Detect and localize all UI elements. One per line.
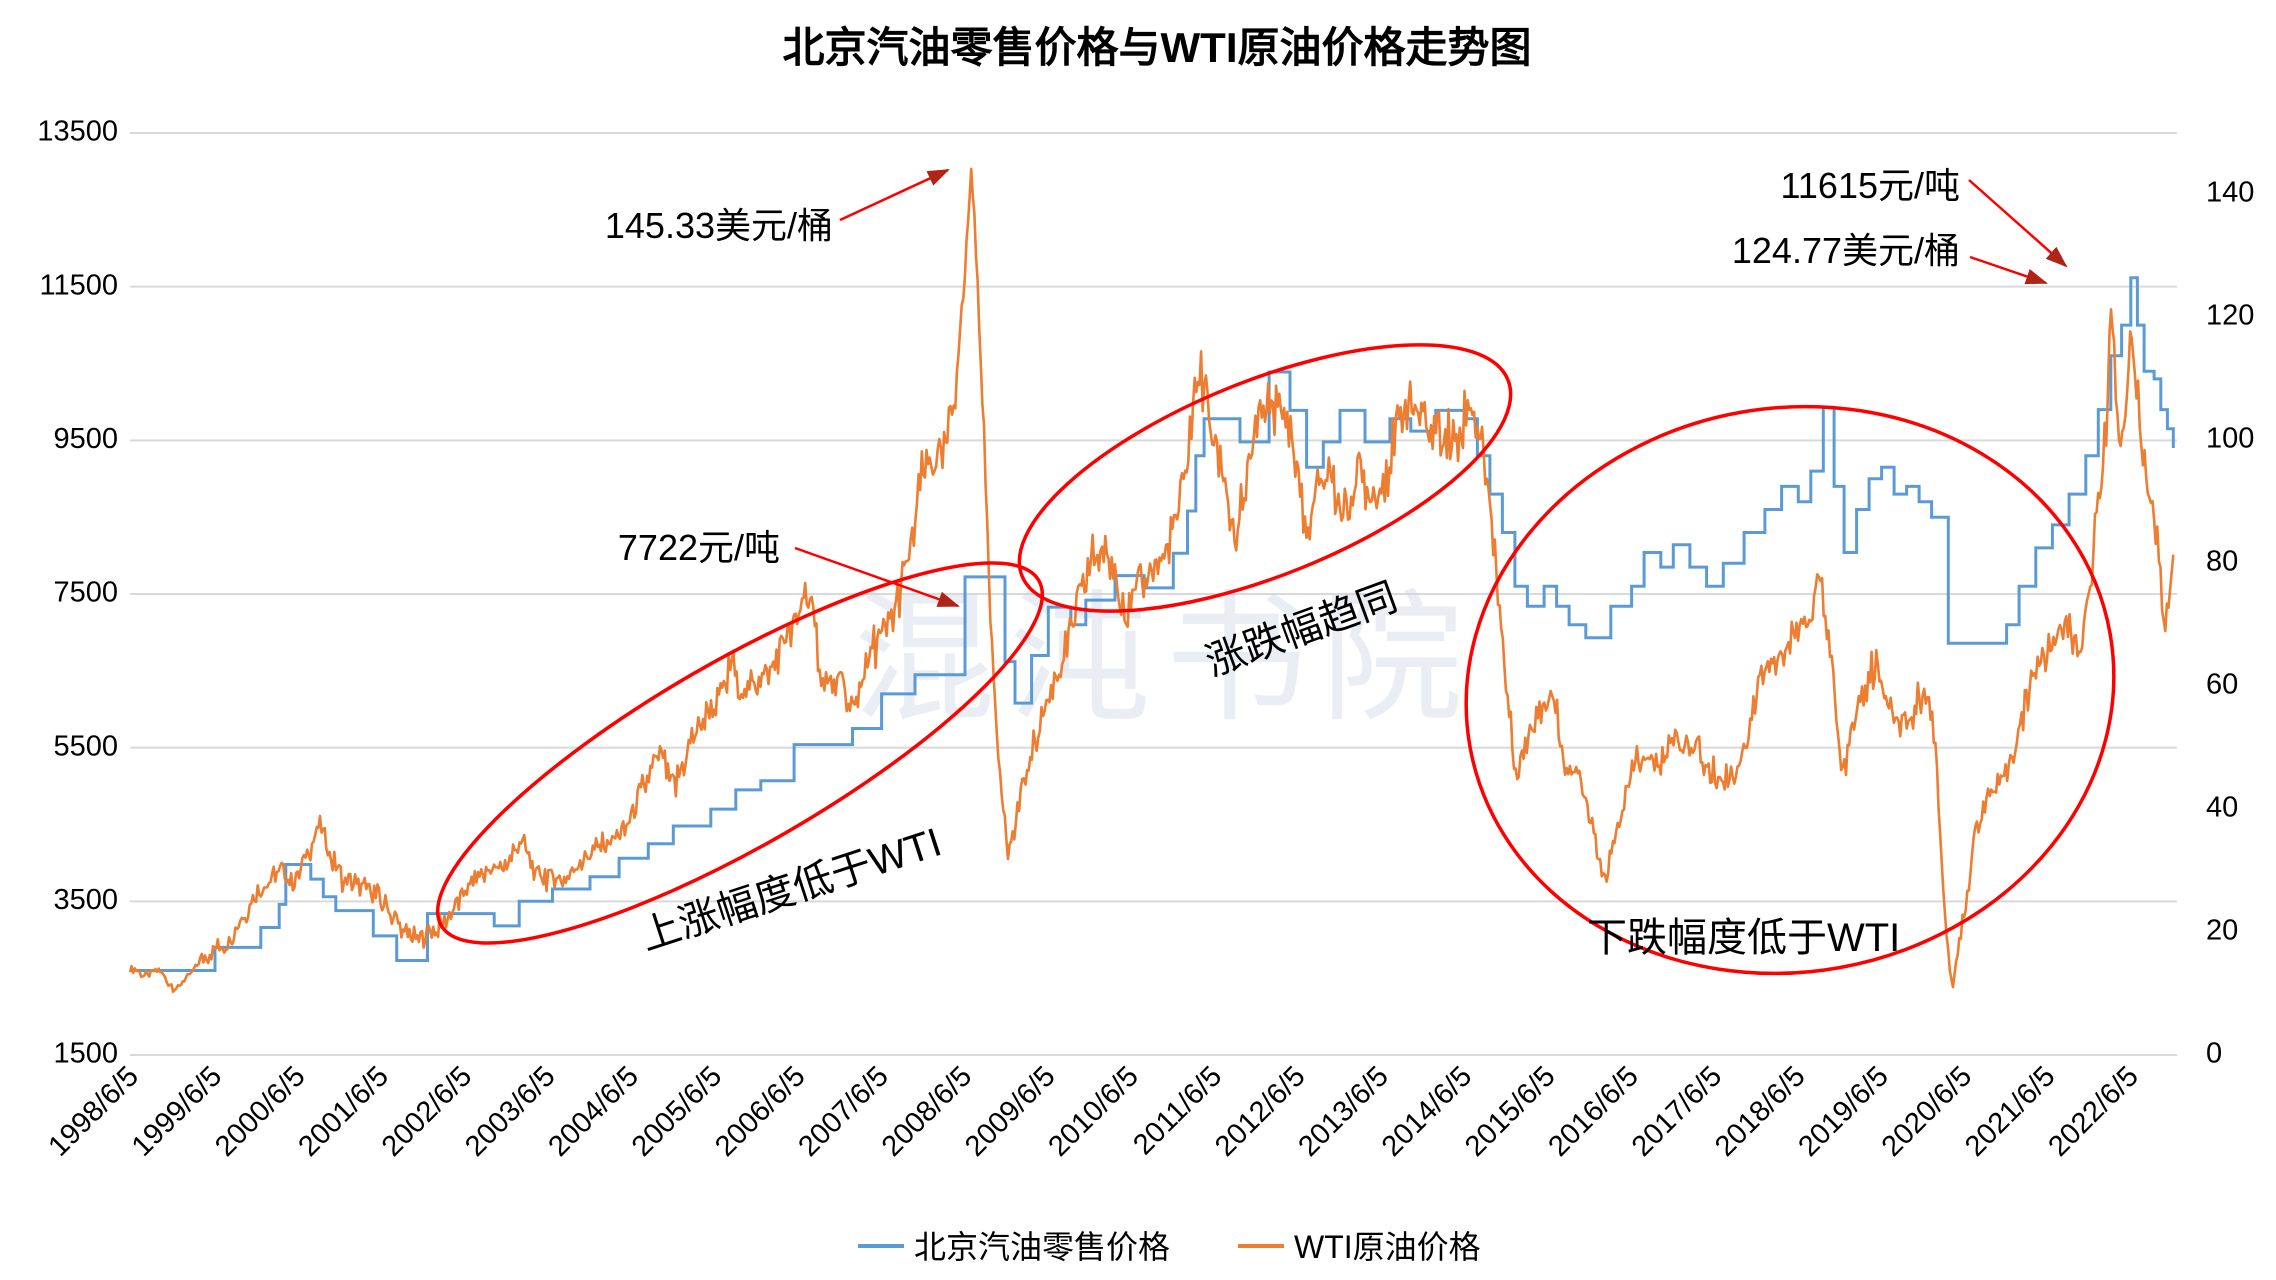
x-tick-label: 2012/6/5 (1209, 1060, 1311, 1162)
chart-title: 北京汽油零售价格与WTI原油价格走势图 (783, 24, 1532, 71)
y-right-tick-label: 120 (2206, 300, 2254, 332)
y-right-tick-label: 60 (2206, 669, 2238, 701)
legend: 北京汽油零售价格 WTI原油价格 (858, 1229, 1481, 1265)
x-tick-label: 2001/6/5 (292, 1060, 394, 1162)
y-left-tick-label: 11500 (40, 269, 119, 301)
y-right-tick-label: 0 (2206, 1038, 2222, 1070)
note-rise-less-than-wti: 上涨幅度低于WTI (635, 820, 947, 959)
wti-2022-peak-label: 124.77美元/桶 (1732, 230, 1960, 271)
annotation-overlays (435, 168, 2116, 976)
x-tick-label: 2022/6/5 (2042, 1060, 2144, 1162)
annotation-texts: 145.33美元/桶 7722元/吨 11615元/吨 124.77美元/桶上涨幅度低… (605, 165, 1960, 960)
arrow-to-gasoline-2008-peak (794, 546, 960, 608)
y-left-tick-label: 5500 (53, 730, 118, 762)
x-tick-label: 2003/6/5 (459, 1060, 561, 1162)
x-tick-label: 2019/6/5 (1792, 1060, 1894, 1162)
x-tick-label: 2009/6/5 (959, 1060, 1061, 1162)
x-tick-label: 2004/6/5 (542, 1060, 644, 1162)
ellipse-plateau-2009-2014 (1017, 343, 1513, 613)
gasoline-2022-peak-label: 11615元/吨 (1781, 165, 1960, 206)
x-tick-label: 2013/6/5 (1292, 1060, 1394, 1162)
x-tick-label: 1999/6/5 (126, 1060, 228, 1162)
legend-label-wti: WTI原油价格 (1294, 1229, 1481, 1265)
x-tick-label: 2015/6/5 (1459, 1060, 1561, 1162)
x-tick-label: 2016/6/5 (1542, 1060, 1644, 1162)
y-right-tick-label: 40 (2206, 792, 2238, 824)
series-wti (128, 167, 2175, 994)
x-tick-label: 1998/6/5 (42, 1060, 144, 1162)
x-tick-label: 2010/6/5 (1042, 1060, 1144, 1162)
ellipse-rise-2002-2008 (435, 561, 1045, 945)
y-right-tick-label: 140 (2206, 177, 2254, 209)
series-gasoline (130, 276, 2175, 972)
arrow-to-wti-2008-peak (839, 168, 950, 222)
x-tick-label: 2018/6/5 (1709, 1060, 1811, 1162)
arrow-to-gasoline-2022-peak (1968, 179, 2068, 268)
ellipse-fall-2015-2021 (1464, 404, 2116, 976)
x-tick-label: 2007/6/5 (792, 1060, 894, 1162)
gridlines (130, 132, 2177, 1056)
gasoline-2008-peak-label: 7722元/吨 (618, 527, 780, 568)
wti-2008-peak-label: 145.33美元/桶 (605, 205, 833, 246)
x-tick-label: 2005/6/5 (626, 1060, 728, 1162)
x-tick-label: 2020/6/5 (1876, 1060, 1978, 1162)
y-right-tick-label: 20 (2206, 915, 2238, 947)
legend-label-gasoline: 北京汽油零售价格 (914, 1229, 1170, 1265)
x-tick-label: 2006/6/5 (709, 1060, 811, 1162)
x-tick-label: 2014/6/5 (1376, 1060, 1478, 1162)
y-left-tick-label: 3500 (53, 884, 118, 916)
y-left-tick-label: 13500 (37, 116, 118, 148)
x-tick-label: 2000/6/5 (209, 1060, 311, 1162)
x-tick-label: 2008/6/5 (876, 1060, 978, 1162)
y-axis-right: 140 120 100 80 60 40 20 0 (2206, 177, 2254, 1070)
x-tick-label: 2017/6/5 (1626, 1060, 1728, 1162)
x-tick-label: 2021/6/5 (1959, 1060, 2061, 1162)
note-fall-less-than-wti: 下跌幅度低于WTI (1587, 916, 1900, 960)
y-left-tick-label: 1500 (53, 1038, 118, 1070)
y-right-tick-label: 80 (2206, 546, 2238, 578)
x-tick-label: 2011/6/5 (1127, 1060, 1228, 1161)
arrow-to-wti-2022-peak (1969, 255, 2048, 285)
y-right-tick-label: 100 (2206, 423, 2254, 455)
y-left-tick-label: 9500 (53, 423, 118, 455)
x-axis: 1998/6/51999/6/52000/6/52001/6/52002/6/5… (42, 1060, 2144, 1162)
x-tick-label: 2002/6/5 (376, 1060, 478, 1162)
y-axis-left: 13500 11500 9500 7500 5500 3500 1500 (37, 116, 118, 1070)
y-left-tick-label: 7500 (53, 577, 118, 609)
series-lines (128, 167, 2175, 994)
